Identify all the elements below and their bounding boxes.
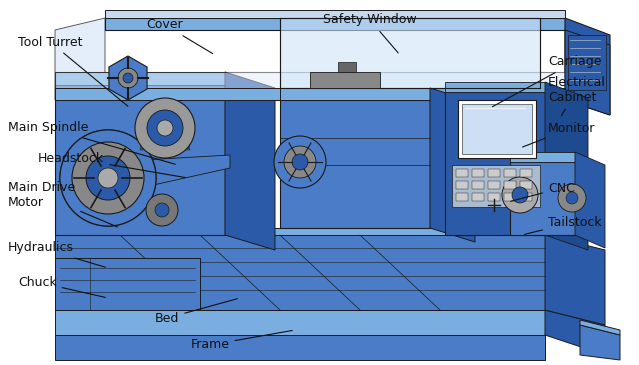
Bar <box>458 100 536 158</box>
Bar <box>338 62 356 72</box>
Bar <box>456 193 468 201</box>
Bar <box>472 181 484 189</box>
Text: Chuck: Chuck <box>18 276 105 297</box>
Bar <box>472 193 484 201</box>
Bar <box>504 181 516 189</box>
Text: Headstock: Headstock <box>38 151 185 177</box>
Polygon shape <box>105 18 565 30</box>
Circle shape <box>512 187 528 203</box>
Polygon shape <box>225 72 275 250</box>
Polygon shape <box>55 235 545 310</box>
Circle shape <box>135 98 195 158</box>
Circle shape <box>72 142 144 214</box>
Circle shape <box>86 156 130 200</box>
Polygon shape <box>55 88 565 100</box>
Circle shape <box>147 110 183 146</box>
Circle shape <box>292 154 308 170</box>
Polygon shape <box>510 162 575 235</box>
Polygon shape <box>55 85 225 235</box>
Circle shape <box>274 136 326 188</box>
Polygon shape <box>445 82 545 92</box>
Text: Tailstock: Tailstock <box>525 215 602 234</box>
Bar <box>452 165 540 207</box>
Text: Safety Window: Safety Window <box>323 14 417 53</box>
Text: Hydraulics: Hydraulics <box>8 242 105 267</box>
Bar <box>520 193 532 201</box>
Text: Carriage: Carriage <box>493 55 601 107</box>
Polygon shape <box>545 82 588 250</box>
Circle shape <box>284 146 316 178</box>
Polygon shape <box>280 100 430 228</box>
Polygon shape <box>55 72 225 85</box>
Polygon shape <box>280 18 540 88</box>
Polygon shape <box>575 152 605 248</box>
Polygon shape <box>310 72 380 88</box>
Circle shape <box>123 73 133 83</box>
Bar <box>520 169 532 177</box>
Text: Frame: Frame <box>190 330 292 351</box>
Bar <box>456 169 468 177</box>
Bar <box>504 193 516 201</box>
Circle shape <box>146 194 178 226</box>
Polygon shape <box>565 30 610 115</box>
Text: Electrical
Cabinet: Electrical Cabinet <box>548 76 606 116</box>
Circle shape <box>155 203 169 217</box>
Bar <box>504 169 516 177</box>
Text: Main Spindle: Main Spindle <box>8 122 175 164</box>
Polygon shape <box>545 310 605 355</box>
Bar <box>488 181 500 189</box>
Polygon shape <box>55 72 565 100</box>
Text: Cover: Cover <box>147 19 213 54</box>
Polygon shape <box>55 335 545 360</box>
Polygon shape <box>55 228 545 235</box>
Circle shape <box>98 168 118 188</box>
Text: Main Drive
Motor: Main Drive Motor <box>8 181 118 227</box>
Polygon shape <box>510 152 575 162</box>
Polygon shape <box>280 88 430 100</box>
Text: CNC: CNC <box>511 181 575 201</box>
Polygon shape <box>55 258 200 310</box>
Bar <box>472 169 484 177</box>
Polygon shape <box>55 18 105 100</box>
Polygon shape <box>430 88 475 242</box>
Bar <box>568 35 606 90</box>
Bar <box>520 181 532 189</box>
Polygon shape <box>445 92 545 235</box>
Bar <box>488 169 500 177</box>
Circle shape <box>566 192 578 204</box>
Text: Bed: Bed <box>155 299 237 324</box>
Polygon shape <box>105 10 565 18</box>
Polygon shape <box>108 155 230 195</box>
Bar <box>488 193 500 201</box>
Circle shape <box>60 130 156 226</box>
Polygon shape <box>565 18 610 115</box>
Bar <box>456 181 468 189</box>
Text: Tool Turret: Tool Turret <box>18 35 128 106</box>
Polygon shape <box>580 325 620 360</box>
Text: Monitor: Monitor <box>523 122 596 147</box>
Bar <box>462 104 532 154</box>
Polygon shape <box>545 235 605 325</box>
Polygon shape <box>55 310 545 335</box>
Circle shape <box>118 68 138 88</box>
Circle shape <box>502 177 538 213</box>
Polygon shape <box>580 320 620 335</box>
Circle shape <box>60 130 156 226</box>
Polygon shape <box>140 105 190 150</box>
Circle shape <box>558 184 586 212</box>
Circle shape <box>157 120 173 136</box>
Polygon shape <box>109 56 147 100</box>
